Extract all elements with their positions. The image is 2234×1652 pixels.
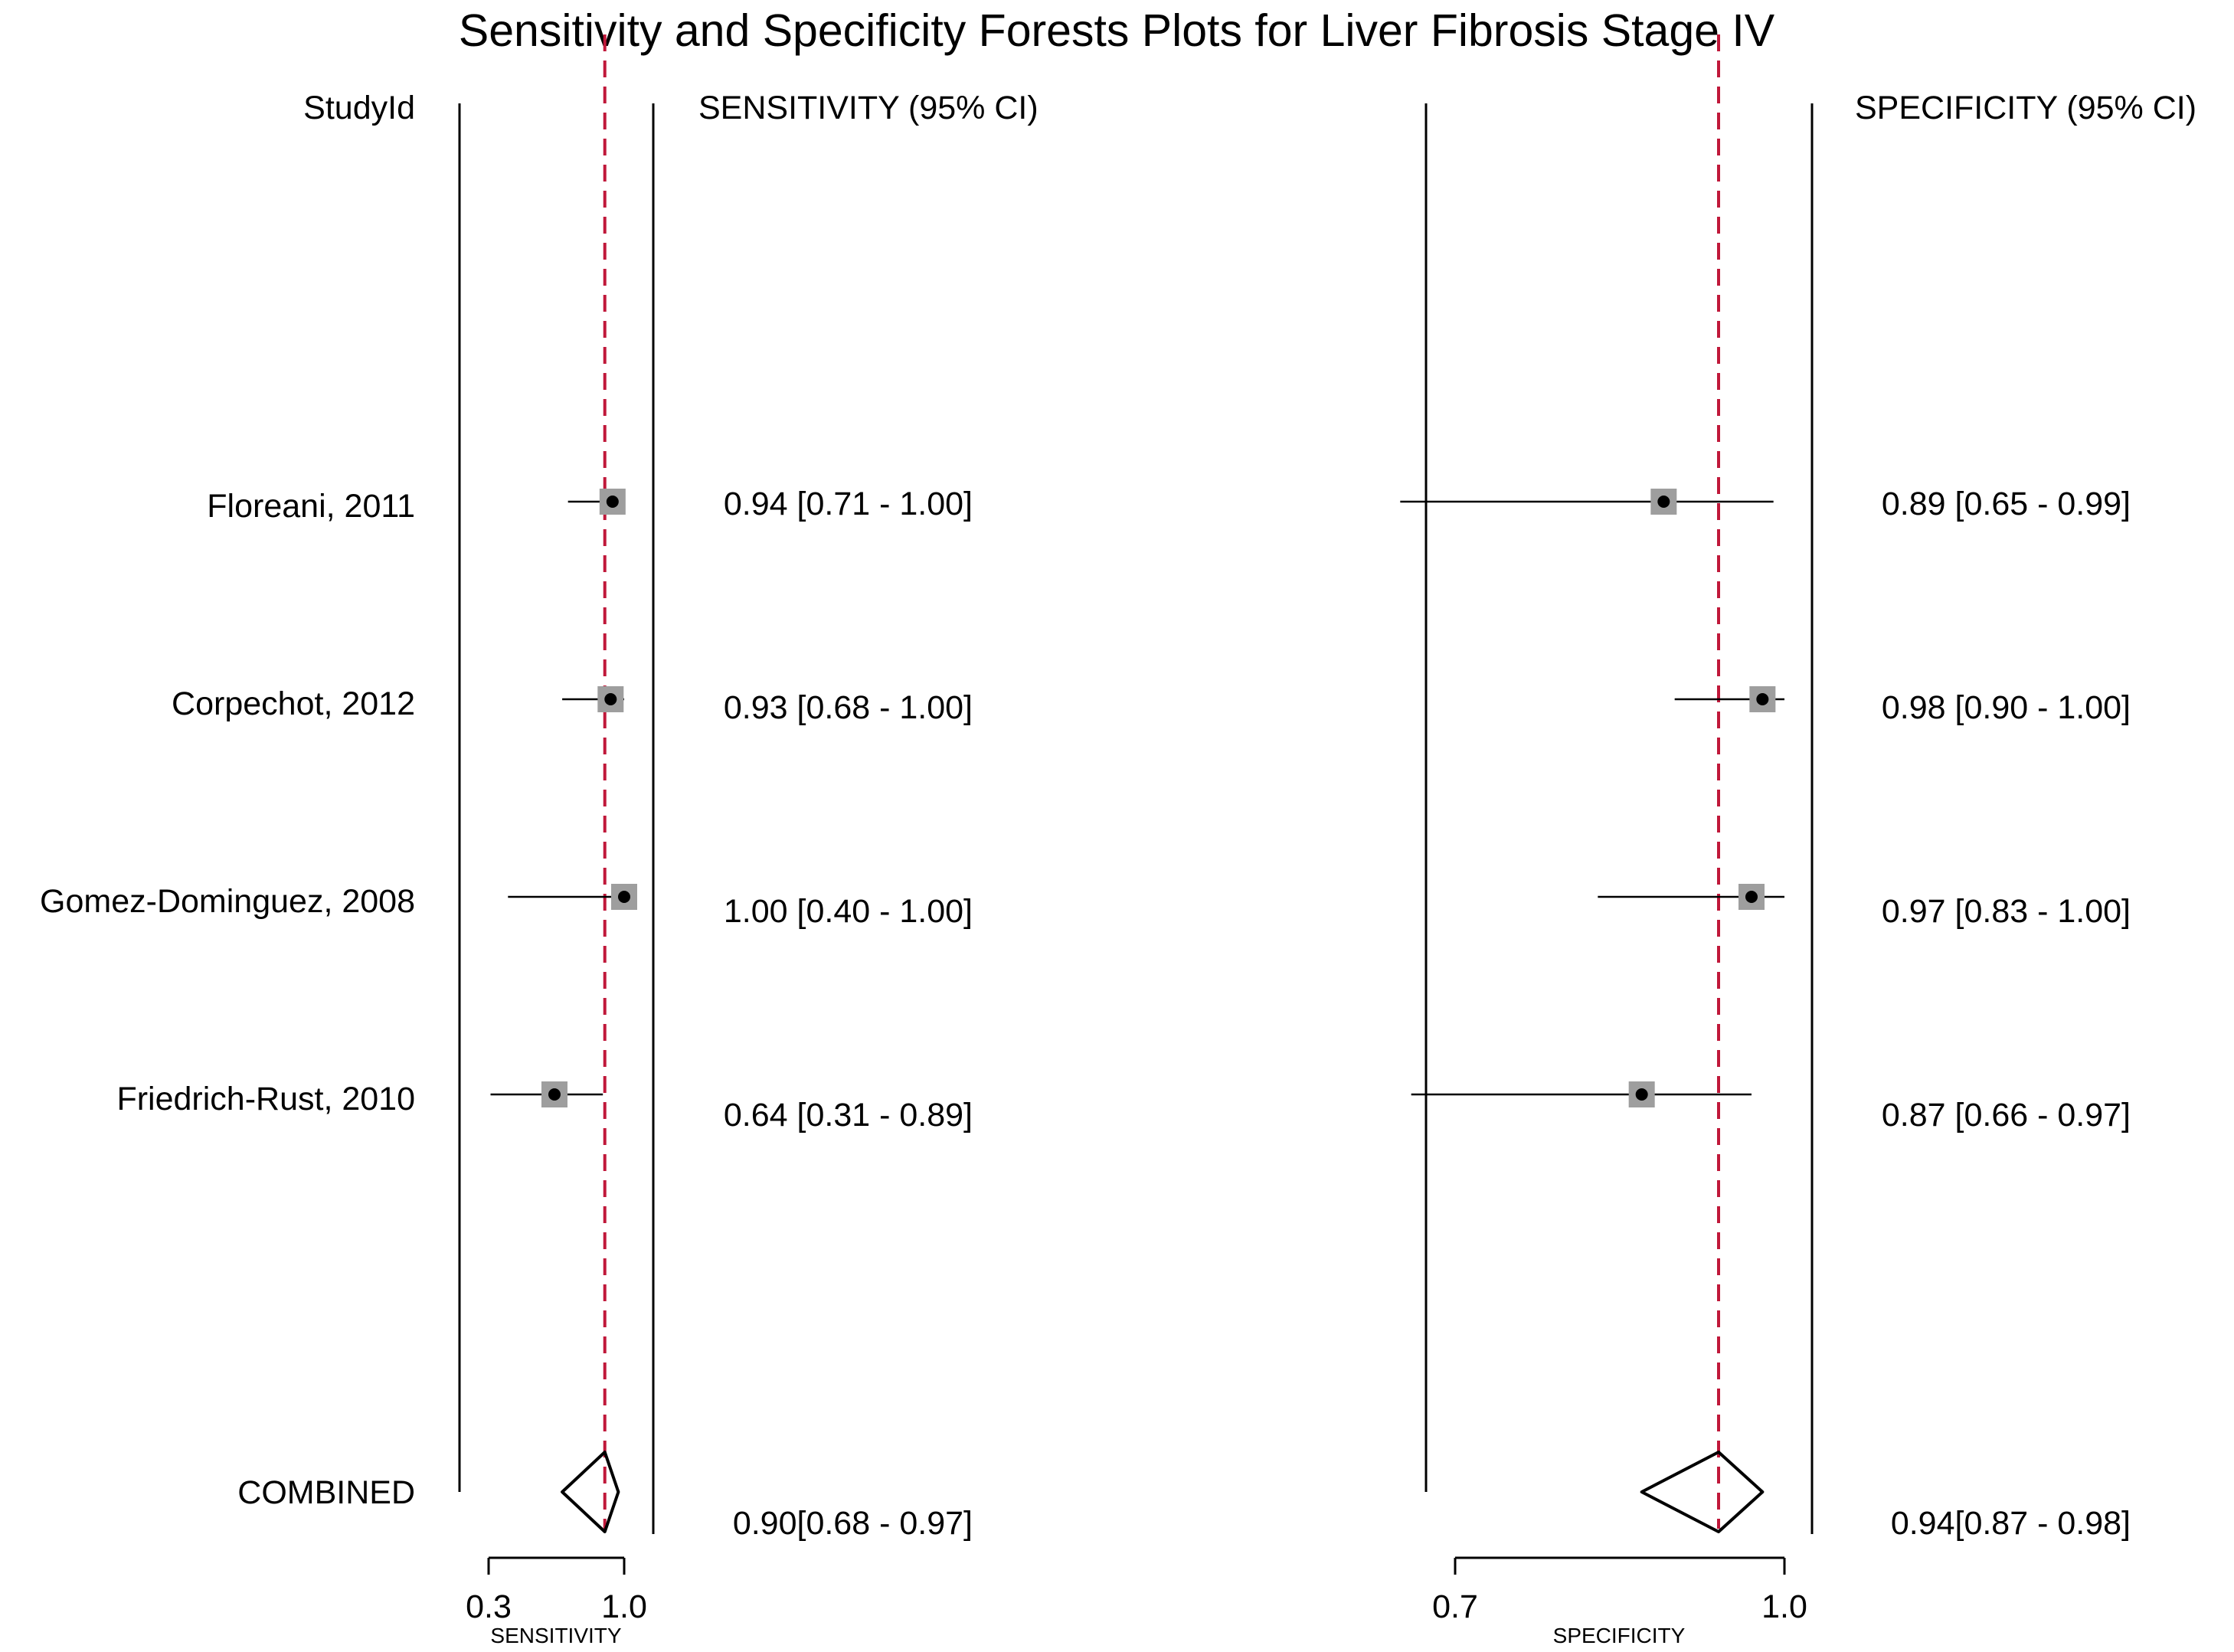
specificity-floreani-2011-value-label: 0.89 [0.65 - 0.99] (1882, 486, 2131, 522)
sensitivity-floreani-2011-point (606, 496, 619, 508)
sensitivity-tick-label: 0.3 (466, 1588, 512, 1625)
specificity-floreani-2011-point (1657, 496, 1670, 508)
specificity-axis-title: SPECIFICITY (1553, 1624, 1686, 1647)
specificity-tick-label: 0.7 (1432, 1588, 1478, 1625)
specificity-friedrich-rust-2010-value-label: 0.87 [0.66 - 0.97] (1882, 1097, 2131, 1134)
study-column-header: StudyId (303, 90, 415, 126)
specificity-corpechot-2012-value-label: 0.98 [0.90 - 1.00] (1882, 689, 2131, 726)
study-name-corpechot-2012: Corpechot, 2012 (172, 685, 415, 722)
specificity-combined-value-label: 0.94[0.87 - 0.98] (1891, 1505, 2131, 1542)
sensitivity-gomez-dominguez-2008-value-label: 1.00 [0.40 - 1.00] (724, 893, 973, 930)
sensitivity-combined-diamond (561, 1451, 620, 1533)
specificity-corpechot-2012-point (1756, 693, 1769, 705)
sensitivity-forest-panel: 0.94 [0.71 - 1.00]0.93 [0.68 - 1.00]1.00… (466, 34, 973, 1647)
sensitivity-combined-value-label: 0.90[0.68 - 0.97] (733, 1505, 973, 1542)
combined-label: COMBINED (237, 1474, 415, 1511)
sensitivity-column-header: SENSITIVITY (95% CI) (698, 90, 1038, 126)
sensitivity-friedrich-rust-2010-point (548, 1088, 561, 1101)
specificity-forest-panel: 0.89 [0.65 - 0.99] 0.98 [0.90 - 1.00] 0.97… (1400, 34, 2131, 1647)
sensitivity-friedrich-rust-2010-value-label: 0.64 [0.31 - 0.89] (724, 1097, 973, 1134)
sensitivity-corpechot-2012-point (604, 693, 617, 705)
specificity-combined-diamond (1640, 1451, 1765, 1533)
specificity-tick-label: 1.0 (1761, 1588, 1807, 1625)
sensitivity-gomez-dominguez-2008-point (618, 891, 630, 903)
chart-title: Sensitivity and Specificity Forests Plot… (459, 5, 1775, 56)
sensitivity-tick-label: 1.0 (601, 1588, 647, 1625)
sensitivity-floreani-2011-value-label: 0.94 [0.71 - 1.00] (724, 486, 973, 522)
study-name-floreani-2011: Floreani, 2011 (207, 488, 415, 525)
sensitivity-axis-title: SENSITIVITY (490, 1624, 621, 1647)
study-name-gomez-dominguez-2008: Gomez-Dominguez, 2008 (40, 883, 415, 920)
specificity-gomez-dominguez-2008-value-label: 0.97 [0.83 - 1.00] (1882, 893, 2131, 930)
specificity-friedrich-rust-2010-point (1635, 1088, 1648, 1101)
sensitivity-corpechot-2012-value-label: 0.93 [0.68 - 1.00] (724, 689, 973, 726)
study-name-column: Floreani, 2011 Corpechot, 2012 Gomez-Domin… (40, 488, 415, 1511)
specificity-column-header: SPECIFICITY (95% CI) (1855, 90, 2196, 126)
specificity-gomez-dominguez-2008-point (1745, 891, 1758, 903)
study-name-friedrich-rust-2010: Friedrich-Rust, 2010 (116, 1081, 415, 1117)
